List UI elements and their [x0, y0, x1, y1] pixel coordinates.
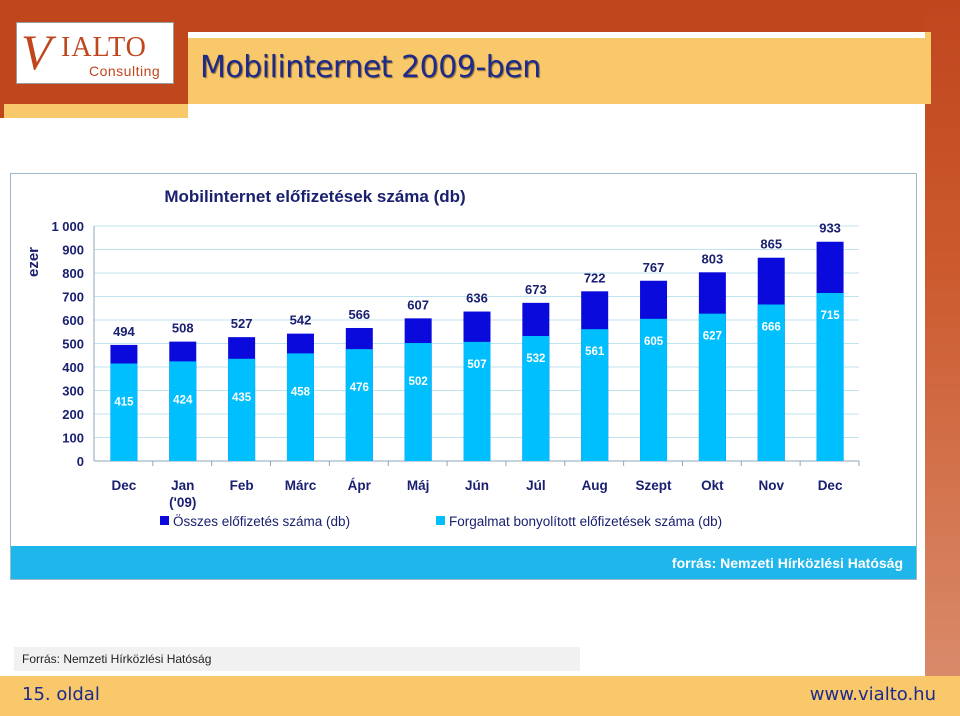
bar-active — [169, 361, 197, 461]
x-tick-label: Jún — [465, 478, 489, 493]
data-label-total: 803 — [702, 251, 724, 266]
data-label-total: 865 — [760, 237, 782, 252]
source-caption-box — [14, 647, 580, 671]
data-label-active: 532 — [526, 353, 545, 365]
x-tick-label: Jan — [171, 478, 194, 493]
x-tick-label: Aug — [582, 478, 608, 493]
y-tick-label: 1 000 — [51, 219, 84, 234]
legend-label-active: Forgalmat bonyolított előfizetések száma… — [449, 514, 722, 529]
x-tick-label: Márc — [285, 478, 317, 493]
footer-bar — [0, 676, 960, 716]
data-label-total: 494 — [113, 324, 135, 339]
data-label-active: 424 — [173, 394, 193, 406]
x-tick-label: Szept — [636, 478, 673, 493]
bar-active — [228, 358, 256, 461]
y-tick-label: 0 — [77, 454, 84, 469]
x-tick-label: Dec — [112, 478, 137, 493]
logo-initial: V — [21, 24, 52, 80]
data-label-total: 542 — [290, 313, 312, 328]
legend-swatch-total — [160, 516, 169, 525]
page-title: Mobilinternet 2009-ben — [200, 50, 541, 85]
y-tick-label: 200 — [62, 407, 84, 422]
title-band — [188, 38, 925, 104]
data-label-active: 627 — [703, 331, 722, 343]
bar-active — [345, 349, 373, 461]
data-label-active: 561 — [585, 346, 605, 358]
legend-label-total: Összes előfizetés száma (db) — [173, 514, 350, 529]
right-side-accent — [925, 32, 931, 104]
bar-active — [816, 292, 844, 461]
data-label-active: 502 — [409, 376, 428, 388]
x-tick-label: Nov — [758, 478, 784, 493]
page-number: 15. oldal — [22, 684, 100, 705]
y-tick-label: 400 — [62, 360, 84, 375]
bar-active — [286, 353, 314, 461]
data-label-total: 508 — [172, 321, 194, 336]
data-label-total: 767 — [643, 260, 665, 275]
data-label-active: 715 — [820, 310, 840, 322]
x-tick-sublabel: ('09) — [169, 495, 196, 510]
bar-active — [698, 313, 726, 461]
y-tick-label: 700 — [62, 290, 84, 305]
x-tick-label: Okt — [701, 478, 724, 493]
header-left-accent — [4, 104, 188, 118]
x-tick-label: Feb — [230, 478, 254, 493]
x-tick-label: Máj — [407, 478, 430, 493]
data-label-active: 458 — [291, 386, 311, 398]
data-label-total: 933 — [819, 221, 841, 236]
data-label-total: 722 — [584, 270, 606, 285]
data-label-total: 527 — [231, 316, 253, 331]
bar-active — [404, 343, 432, 461]
data-label-total: 566 — [348, 307, 370, 322]
y-tick-label: 600 — [62, 313, 84, 328]
source-banner — [11, 546, 916, 579]
y-tick-label: 500 — [62, 337, 84, 352]
data-label-total: 607 — [407, 297, 429, 312]
x-tick-label: Ápr — [348, 478, 372, 493]
vialto-logo: V IALTO Consulting — [16, 22, 174, 84]
data-label-active: 666 — [762, 321, 781, 333]
website-link[interactable]: www.vialto.hu — [809, 684, 936, 705]
bar-active — [640, 318, 668, 461]
data-label-active: 435 — [232, 392, 252, 404]
data-label-total: 636 — [466, 291, 488, 306]
y-tick-label: 800 — [62, 266, 84, 281]
y-axis-label: ezer — [25, 247, 42, 277]
logo-word: IALTO — [61, 32, 147, 63]
y-tick-label: 300 — [62, 384, 84, 399]
y-tick-label: 900 — [62, 243, 84, 258]
data-label-total: 673 — [525, 282, 547, 297]
data-label-active: 415 — [114, 396, 134, 408]
subscription-bar-chart: Mobilinternet előfizetések száma (db) eze… — [11, 187, 916, 579]
data-label-active: 507 — [467, 359, 486, 371]
y-tick-label: 100 — [62, 431, 84, 446]
bar-active — [522, 335, 550, 461]
x-tick-label: Júl — [526, 478, 546, 493]
bar-active — [463, 341, 491, 461]
right-side-band — [925, 0, 960, 676]
chart-container: Mobilinternet előfizetések száma (db) eze… — [10, 173, 917, 580]
x-tick-label: Dec — [818, 478, 843, 493]
legend-swatch-active — [436, 516, 445, 525]
logo-subword: Consulting — [89, 63, 161, 79]
bar-active — [757, 304, 785, 461]
source-caption: Forrás: Nemzeti Hírközlési Hatóság — [22, 652, 212, 666]
bar-active — [110, 363, 138, 461]
source-banner-text: forrás: Nemzeti Hírközlési Hatóság — [672, 555, 903, 571]
bar-active — [581, 329, 609, 461]
data-label-active: 605 — [644, 336, 664, 348]
chart-title: Mobilinternet előfizetések száma (db) — [164, 187, 465, 206]
data-label-active: 476 — [350, 382, 369, 394]
